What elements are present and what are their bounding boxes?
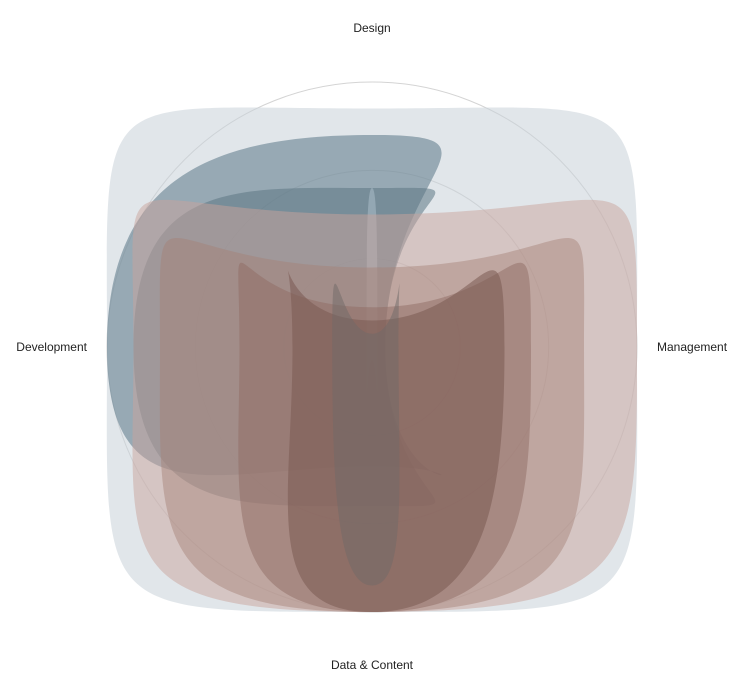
axis-label-design: Design [353, 21, 390, 35]
series-areas [106, 107, 638, 613]
axis-label-data-content: Data & Content [331, 658, 414, 672]
axis-label-development: Development [16, 340, 87, 354]
series-area-9 [332, 283, 400, 586]
axis-label-management: Management [657, 340, 728, 354]
